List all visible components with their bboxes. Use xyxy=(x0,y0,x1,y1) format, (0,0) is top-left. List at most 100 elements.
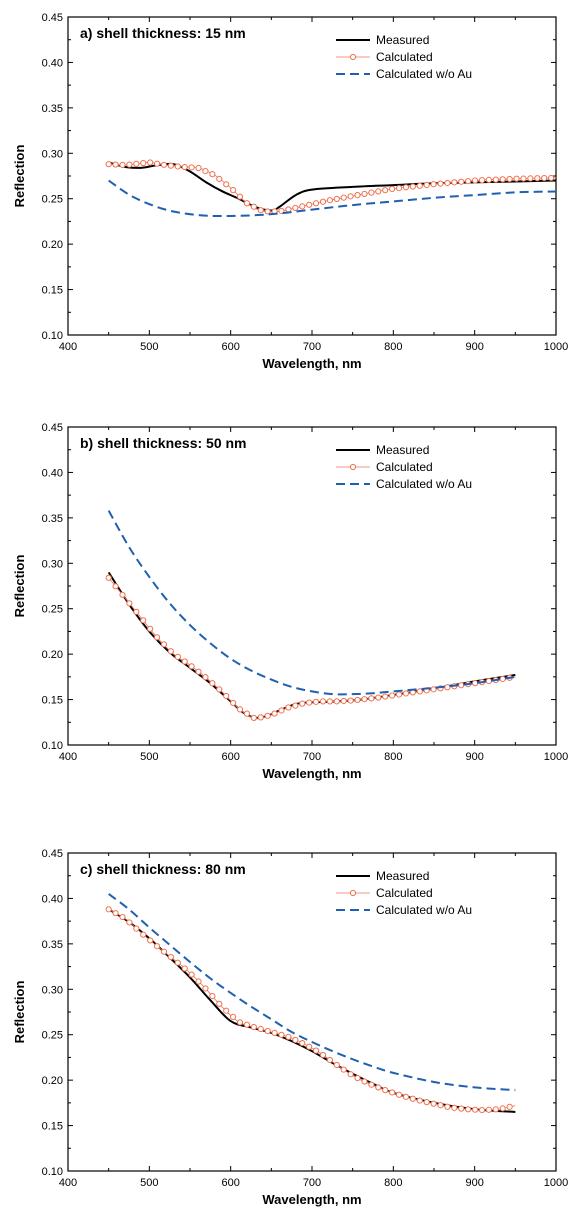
data-point-calculated xyxy=(423,1099,430,1106)
data-point-calculated xyxy=(340,1066,347,1073)
data-point-calculated xyxy=(285,1033,292,1040)
legend-entry: Calculated xyxy=(336,50,433,64)
data-point-calculated xyxy=(271,1029,278,1036)
data-point-calculated xyxy=(485,677,492,685)
data-point-calculated xyxy=(409,183,416,190)
data-point-calculated xyxy=(326,197,333,204)
data-point-calculated xyxy=(264,712,271,719)
y-tick-label: 0.40 xyxy=(42,893,63,905)
plot-frame xyxy=(67,852,557,1172)
legend-entry: Calculated w/o Au xyxy=(336,67,472,81)
data-point-calculated xyxy=(112,161,119,168)
data-point-calculated xyxy=(368,695,375,702)
data-point-calculated xyxy=(299,203,306,210)
y-tick-label: 0.45 xyxy=(42,848,63,860)
data-point-calculated xyxy=(333,698,340,705)
series-line-calculated xyxy=(108,908,516,1111)
data-point-calculated xyxy=(444,179,451,187)
data-point-calculated xyxy=(499,176,506,183)
data-point-calculated xyxy=(243,1021,251,1028)
y-tick-label: 0.30 xyxy=(42,148,63,160)
legend-label: Calculated xyxy=(376,460,433,474)
data-point-calculated xyxy=(236,193,244,200)
data-point-calculated xyxy=(465,1106,472,1113)
data-point-calculated xyxy=(465,178,472,185)
data-point-calculated xyxy=(306,201,313,208)
data-point-calculated xyxy=(451,1104,458,1111)
data-point-calculated xyxy=(471,680,479,687)
legend-entry: Measured xyxy=(336,443,429,457)
data-point-calculated xyxy=(299,1039,306,1047)
y-tick-label: 0.25 xyxy=(42,194,63,206)
data-point-calculated xyxy=(181,658,188,665)
data-point-calculated xyxy=(278,707,285,714)
x-tick-label: 1000 xyxy=(544,341,568,353)
data-point-calculated xyxy=(299,700,306,707)
data-point-calculated xyxy=(361,190,368,197)
data-point-calculated xyxy=(534,175,541,182)
data-point-calculated xyxy=(458,178,465,185)
data-point-calculated xyxy=(430,181,437,188)
data-point-calculated xyxy=(389,692,396,699)
y-tick-label: 0.40 xyxy=(42,467,63,479)
data-point-calculated xyxy=(133,160,140,167)
y-tick-label: 0.30 xyxy=(42,558,63,570)
y-tick-label: 0.45 xyxy=(42,12,63,24)
data-point-calculated xyxy=(243,710,251,717)
data-point-calculated xyxy=(236,706,244,713)
data-point-calculated xyxy=(319,698,327,705)
data-point-calculated xyxy=(257,1025,264,1033)
data-point-calculated xyxy=(126,161,133,168)
data-point-calculated xyxy=(499,675,506,683)
y-tick-label: 0.10 xyxy=(42,1166,63,1178)
data-point-calculated xyxy=(181,163,188,171)
data-point-calculated xyxy=(506,1103,513,1110)
data-point-calculated xyxy=(458,682,465,689)
chart-panel-3: 400 500 600 700 800 900 1000 0.10 0.15 0.20 0.25 0.… xyxy=(12,848,568,1207)
data-point-calculated xyxy=(216,175,223,183)
data-point-calculated xyxy=(257,714,264,721)
y-tick-label: 0.30 xyxy=(42,984,63,996)
y-tick-label: 0.15 xyxy=(42,695,63,707)
data-point-calculated xyxy=(382,693,389,700)
data-point-calculated xyxy=(140,159,147,167)
series-line-calculated-wo-au xyxy=(108,893,516,1092)
data-point-calculated xyxy=(437,1102,444,1109)
data-point-calculated xyxy=(167,162,174,169)
y-axis-title: Reflection xyxy=(12,981,27,1044)
legend-entry: Calculated xyxy=(336,886,433,900)
data-point-calculated xyxy=(188,971,195,978)
data-point-calculated xyxy=(195,978,202,985)
data-point-calculated xyxy=(153,160,161,167)
data-point-calculated xyxy=(250,1023,257,1031)
data-point-calculated xyxy=(160,641,168,648)
y-tick-label: 0.35 xyxy=(42,103,63,115)
legend-swatch-marker xyxy=(349,463,357,471)
y-tick-label: 0.25 xyxy=(42,604,63,616)
panel-title: b) shell thickness: 50 nm xyxy=(80,435,247,451)
data-point-calculated xyxy=(271,710,278,717)
data-point-calculated xyxy=(147,159,154,166)
data-point-calculated xyxy=(209,680,216,687)
data-point-calculated xyxy=(375,1084,382,1091)
x-tick-label: 1000 xyxy=(544,1177,568,1189)
y-tick-label: 0.15 xyxy=(42,1121,63,1133)
data-point-calculated xyxy=(319,198,327,205)
data-point-calculated xyxy=(236,1019,244,1026)
data-point-calculated xyxy=(347,193,354,200)
data-point-calculated xyxy=(167,953,174,961)
data-point-calculated xyxy=(278,1031,285,1038)
data-point-calculated xyxy=(195,164,202,172)
data-point-calculated xyxy=(223,181,230,188)
data-point-calculated xyxy=(340,697,347,705)
data-point-calculated xyxy=(112,583,119,590)
data-point-calculated xyxy=(202,985,209,992)
data-point-calculated xyxy=(354,696,361,704)
data-point-calculated xyxy=(492,176,499,183)
data-point-calculated xyxy=(506,175,513,183)
data-point-calculated xyxy=(492,1106,499,1113)
data-point-calculated xyxy=(416,1097,423,1104)
data-point-calculated xyxy=(319,1051,327,1059)
data-point-calculated xyxy=(347,697,354,704)
data-point-calculated xyxy=(485,1106,492,1113)
